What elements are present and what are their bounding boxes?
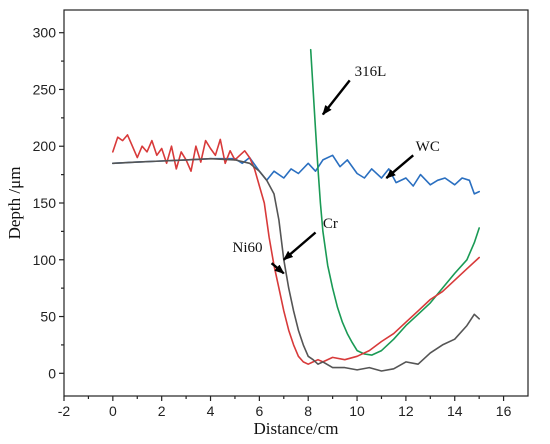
annotation-arrow-ni60 <box>270 262 285 275</box>
y-tick-label: 0 <box>48 365 56 381</box>
x-tick-label: 0 <box>109 403 117 419</box>
series-line-ni60 <box>112 134 481 366</box>
x-tick-label: -2 <box>58 403 71 419</box>
y-tick-label: 250 <box>33 81 57 97</box>
annotation-label-cr: Cr <box>323 216 338 232</box>
series-line-316l <box>309 48 481 356</box>
plot-frame <box>63 9 529 397</box>
x-tick-label: 8 <box>304 403 312 419</box>
series-line-wc <box>112 154 481 195</box>
x-tick-label: 12 <box>398 403 414 419</box>
x-tick-label: 14 <box>447 403 463 419</box>
annotations: 316L WC Cr Ni60 <box>233 64 440 275</box>
series-line-cr <box>112 157 481 372</box>
y-axis-title: Depth /μm <box>5 167 24 240</box>
x-tick-label: 2 <box>158 403 166 419</box>
y-tick-label: 150 <box>33 195 57 211</box>
x-tick-label: 10 <box>349 403 365 419</box>
y-tick-label: 300 <box>33 25 57 41</box>
annotation-label-wc: WC <box>416 139 440 155</box>
y-tick-label: 200 <box>33 138 57 154</box>
x-tick-label: 6 <box>255 403 263 419</box>
annotation-arrow-316l <box>321 79 351 116</box>
axes: -2 0 2 4 6 8 10 12 14 16 0 50 100 150 200 250 300 <box>33 9 529 419</box>
annotation-arrow-cr <box>283 231 317 261</box>
annotation-label-ni60: Ni60 <box>233 240 263 256</box>
x-tick-label: 16 <box>496 403 512 419</box>
x-axis-title: Distance/cm <box>254 419 339 438</box>
series-lines <box>112 48 481 372</box>
y-tick-label: 100 <box>33 252 57 268</box>
annotation-arrow-wc <box>385 154 414 179</box>
annotation-label-316l: 316L <box>355 64 387 80</box>
x-tick-label: 4 <box>207 403 215 419</box>
y-tick-label: 50 <box>40 309 56 325</box>
